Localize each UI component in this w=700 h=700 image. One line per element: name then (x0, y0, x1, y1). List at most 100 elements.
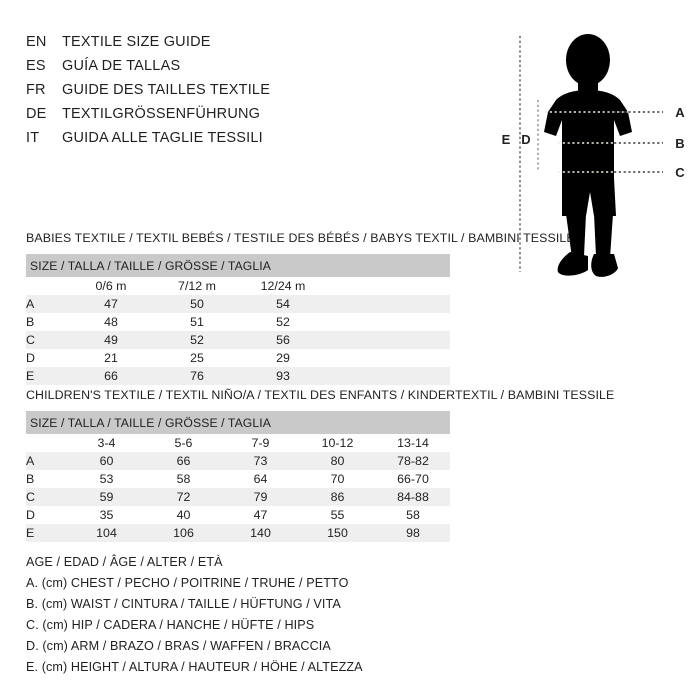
measurement-legend: AGE / EDAD / ÂGE / ALTER / ETÀ A. (cm) C… (26, 552, 446, 678)
children-cell-d-4: 58 (376, 506, 450, 524)
babies-row-label-b: B (26, 313, 68, 331)
babies-row-label-c: C (26, 331, 68, 349)
language-code-fr: FR (26, 82, 46, 98)
figure-label-e: E (502, 132, 511, 147)
children-cell-d-1: 40 (145, 506, 222, 524)
children-cell-c-3: 86 (299, 488, 376, 506)
language-text-en: TEXTILE SIZE GUIDE (62, 34, 211, 50)
language-row-fr: FR GUIDE DES TAILLES TEXTILE (26, 82, 486, 106)
language-text-de: TEXTILGRÖSSENFÜHRUNG (62, 106, 261, 122)
table-row: E 66 76 93 (26, 367, 451, 385)
children-band-header-row: SIZE / TALLA / TAILLE / GRÖSSE / TAGLIA (26, 411, 450, 434)
table-row: A 47 50 54 (26, 295, 451, 313)
children-cell-e-1: 106 (145, 524, 222, 542)
language-row-de: DE TEXTILGRÖSSENFÜHRUNG (26, 106, 486, 130)
children-row-label-b: B (26, 470, 68, 488)
child-silhouette-icon (544, 34, 632, 277)
children-cell-b-2: 64 (222, 470, 299, 488)
children-cell-c-0: 59 (68, 488, 145, 506)
figure-label-c: C (675, 165, 685, 180)
children-cell-a-3: 80 (299, 452, 376, 470)
children-cell-a-0: 60 (68, 452, 145, 470)
babies-row-label-e: E (26, 367, 68, 385)
table-row: C 59 72 79 86 84-88 (26, 488, 450, 506)
babies-col-header-0: 0/6 m (68, 277, 154, 295)
babies-cell-a-filler (326, 295, 451, 313)
children-row-label-d: D (26, 506, 68, 524)
language-code-en: EN (26, 34, 47, 50)
children-cell-e-2: 140 (222, 524, 299, 542)
babies-cell-e-filler (326, 367, 451, 385)
table-row: A 60 66 73 80 78-82 (26, 452, 450, 470)
children-section-title: CHILDREN'S TEXTILE / TEXTIL NIÑO/A / TEX… (26, 388, 615, 402)
babies-cell-d-0: 21 (68, 349, 154, 367)
babies-cell-b-0: 48 (68, 313, 154, 331)
children-cell-b-0: 53 (68, 470, 145, 488)
children-cell-c-4: 84-88 (376, 488, 450, 506)
legend-line-age: AGE / EDAD / ÂGE / ALTER / ETÀ (26, 555, 223, 569)
children-corner-cell (26, 434, 68, 452)
children-row-label-e: E (26, 524, 68, 542)
children-cell-b-4: 66-70 (376, 470, 450, 488)
table-row: B 48 51 52 (26, 313, 451, 331)
babies-cell-d-filler (326, 349, 451, 367)
legend-line-d-arm: D. (cm) ARM / BRAZO / BRAS / WAFFEN / BR… (26, 639, 331, 653)
legend-line-a-chest: A. (cm) CHEST / PECHO / POITRINE / TRUHE… (26, 576, 349, 590)
legend-line-c-hip: C. (cm) HIP / CADERA / HANCHE / HÜFTE / … (26, 618, 315, 632)
babies-row-label-d: D (26, 349, 68, 367)
children-cell-e-0: 104 (68, 524, 145, 542)
children-row-label-a: A (26, 452, 68, 470)
children-column-header-row: 3-4 5-6 7-9 10-12 13-14 (26, 434, 450, 452)
table-row: C 49 52 56 (26, 331, 451, 349)
language-text-fr: GUIDE DES TAILLES TEXTILE (62, 82, 271, 98)
children-cell-c-2: 79 (222, 488, 299, 506)
children-col-header-1: 5-6 (145, 434, 222, 452)
language-row-it: IT GUIDA ALLE TAGLIE TESSILI (26, 130, 486, 154)
babies-cell-c-2: 56 (240, 331, 326, 349)
figure-label-a: A (675, 105, 685, 120)
babies-column-header-row: 0/6 m 7/12 m 12/24 m (26, 277, 451, 295)
language-code-it: IT (26, 130, 40, 146)
children-cell-a-1: 66 (145, 452, 222, 470)
table-row: E 104 106 140 150 98 (26, 524, 450, 542)
babies-col-header-filler (326, 277, 451, 295)
legend-line-b-waist: B. (cm) WAIST / CINTURA / TAILLE / HÜFTU… (26, 597, 341, 611)
babies-row-label-a: A (26, 295, 68, 313)
babies-cell-b-1: 51 (154, 313, 240, 331)
babies-col-header-2: 12/24 m (240, 277, 326, 295)
babies-cell-c-1: 52 (154, 331, 240, 349)
babies-cell-a-1: 50 (154, 295, 240, 313)
children-col-header-0: 3-4 (68, 434, 145, 452)
babies-cell-b-filler (326, 313, 451, 331)
children-cell-b-3: 70 (299, 470, 376, 488)
babies-size-table: SIZE / TALLA / TAILLE / GRÖSSE / TAGLIA … (26, 254, 451, 385)
babies-cell-e-0: 66 (68, 367, 154, 385)
children-row-label-c: C (26, 488, 68, 506)
babies-cell-d-2: 29 (240, 349, 326, 367)
language-text-es: GUÍA DE TALLAS (62, 58, 181, 74)
language-code-de: DE (26, 106, 47, 122)
babies-cell-c-0: 49 (68, 331, 154, 349)
children-cell-e-4: 98 (376, 524, 450, 542)
children-size-table: SIZE / TALLA / TAILLE / GRÖSSE / TAGLIA … (26, 411, 450, 542)
children-cell-d-0: 35 (68, 506, 145, 524)
babies-col-header-1: 7/12 m (154, 277, 240, 295)
figure-label-b: B (675, 136, 684, 151)
children-size-section: CHILDREN'S TEXTILE / TEXTIL NIÑO/A / TEX… (26, 388, 615, 542)
language-code-es: ES (26, 58, 46, 74)
babies-cell-a-2: 54 (240, 295, 326, 313)
language-header-block: EN TEXTILE SIZE GUIDE ES GUÍA DE TALLAS … (26, 34, 486, 154)
children-band-header-label: SIZE / TALLA / TAILLE / GRÖSSE / TAGLIA (26, 411, 450, 434)
child-measurement-diagram: A B C D E (500, 20, 700, 290)
table-row: D 35 40 47 55 58 (26, 506, 450, 524)
language-row-es: ES GUÍA DE TALLAS (26, 58, 486, 82)
babies-band-header-label: SIZE / TALLA / TAILLE / GRÖSSE / TAGLIA (26, 254, 451, 277)
children-cell-a-4: 78-82 (376, 452, 450, 470)
babies-cell-c-filler (326, 331, 451, 349)
children-cell-d-2: 47 (222, 506, 299, 524)
babies-size-section: BABIES TEXTILE / TEXTIL BEBÉS / TESTILE … (26, 231, 575, 385)
children-cell-e-3: 150 (299, 524, 376, 542)
measurement-guide-lines (537, 100, 663, 173)
children-cell-a-2: 73 (222, 452, 299, 470)
babies-cell-a-0: 47 (68, 295, 154, 313)
